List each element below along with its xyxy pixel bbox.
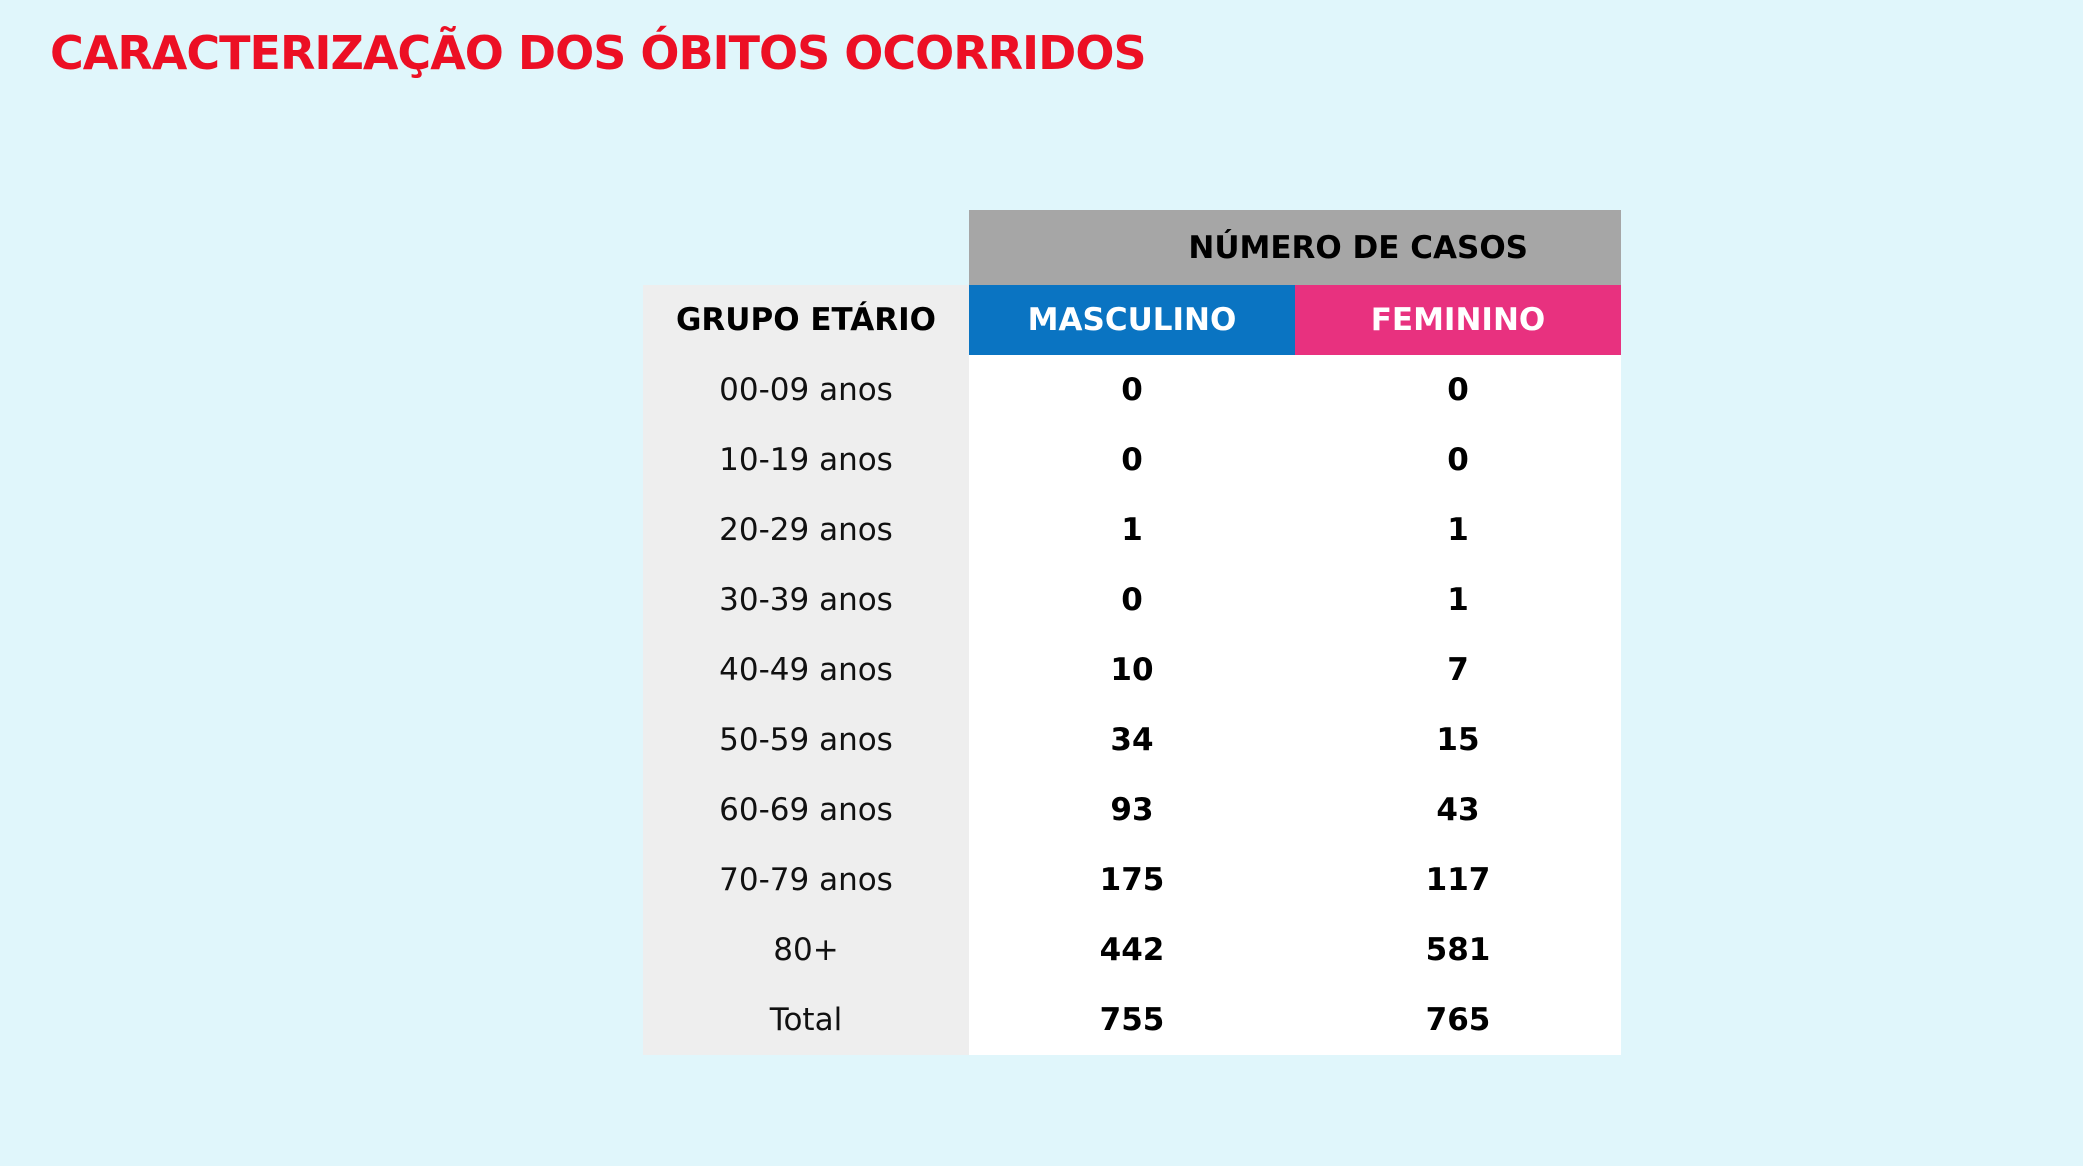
male-count-cell: 10: [969, 635, 1295, 705]
female-count-cell: 0: [1295, 355, 1621, 425]
cases-count-header: NÚMERO DE CASOS: [969, 210, 1621, 285]
male-count-cell: 0: [969, 425, 1295, 495]
female-count-cell: 7: [1295, 635, 1621, 705]
male-count-cell: 34: [969, 705, 1295, 775]
table-corner: [643, 210, 969, 285]
deaths-table: NÚMERO DE CASOS GRUPO ETÁRIO MASCULINO F…: [643, 210, 1621, 1055]
female-count-cell: 43: [1295, 775, 1621, 845]
age-group-cell: 20-29 anos: [643, 495, 969, 565]
female-count-cell: 117: [1295, 845, 1621, 915]
age-group-cell: 60-69 anos: [643, 775, 969, 845]
male-count-cell: 175: [969, 845, 1295, 915]
male-count-cell: 1: [969, 495, 1295, 565]
age-group-cell: 30-39 anos: [643, 565, 969, 635]
page-title: CARACTERIZAÇÃO DOS ÓBITOS OCORRIDOS: [50, 26, 1147, 80]
male-count-cell: 0: [969, 355, 1295, 425]
male-count-cell: 442: [969, 915, 1295, 985]
age-group-cell: 00-09 anos: [643, 355, 969, 425]
total-label-cell: Total: [643, 985, 969, 1055]
age-group-cell: 50-59 anos: [643, 705, 969, 775]
female-count-cell: 1: [1295, 565, 1621, 635]
age-group-cell: 40-49 anos: [643, 635, 969, 705]
male-count-cell: 0: [969, 565, 1295, 635]
age-group-cell: 10-19 anos: [643, 425, 969, 495]
female-count-cell: 15: [1295, 705, 1621, 775]
male-total-cell: 755: [969, 985, 1295, 1055]
age-group-cell: 80+: [643, 915, 969, 985]
female-count-cell: 1: [1295, 495, 1621, 565]
male-count-cell: 93: [969, 775, 1295, 845]
male-header: MASCULINO: [969, 285, 1295, 355]
age-group-cell: 70-79 anos: [643, 845, 969, 915]
age-group-header: GRUPO ETÁRIO: [643, 285, 969, 355]
female-count-cell: 581: [1295, 915, 1621, 985]
female-header: FEMININO: [1295, 285, 1621, 355]
female-count-cell: 0: [1295, 425, 1621, 495]
female-total-cell: 765: [1295, 985, 1621, 1055]
